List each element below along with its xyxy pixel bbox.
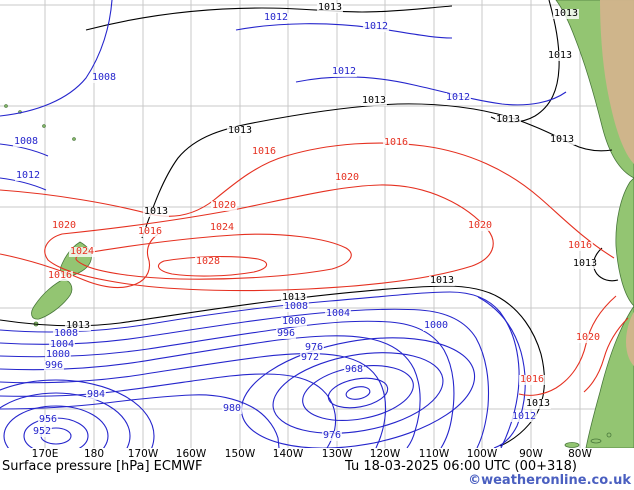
tierra-del-fuego-island bbox=[590, 438, 602, 444]
axis-tick-label: 130W bbox=[321, 448, 353, 460]
axis-tick-label: 180 bbox=[83, 448, 105, 460]
pacific-island bbox=[4, 104, 8, 108]
isobar-1020-loop bbox=[44, 184, 494, 292]
axis-tick-label: 110W bbox=[418, 448, 450, 460]
copyright-watermark: ©weatheronline.co.uk bbox=[468, 473, 631, 488]
patagonia bbox=[585, 305, 634, 448]
low-center-pacific bbox=[240, 337, 476, 448]
isobar-992-wave bbox=[0, 352, 387, 448]
axis-tick-label: 170W bbox=[127, 448, 159, 460]
tierra-del-fuego-island bbox=[564, 442, 580, 448]
isobar-1000-wave bbox=[0, 320, 455, 448]
longitude-axis: 170E 180 170W 160W 150W 140W 130W 120W 110W 100W 9… bbox=[0, 448, 634, 460]
south-america-coast-strip bbox=[615, 177, 634, 307]
isobar-996-wave bbox=[0, 335, 421, 448]
isobar-1016-west bbox=[0, 233, 159, 289]
map-canvas: 1013 1013 1013 1013 1013 1013 1013 1013 1013 1013… bbox=[0, 0, 634, 448]
isobar-1016-southeast bbox=[518, 295, 617, 396]
low-center-tasman bbox=[0, 379, 155, 448]
isobar-1020-southeast bbox=[583, 317, 629, 393]
axis-tick-label: 100W bbox=[466, 448, 498, 460]
isobar-1012-top-a bbox=[235, 23, 453, 39]
new-zealand-south-island bbox=[31, 278, 73, 320]
isobar-984-wave bbox=[0, 394, 280, 448]
isobar-1012-southeast bbox=[477, 296, 526, 448]
pressure-map bbox=[0, 0, 634, 448]
axis-tick-label: 150W bbox=[224, 448, 256, 460]
patagonia-andes bbox=[626, 312, 634, 366]
axis-tick-label: 90W bbox=[519, 448, 543, 460]
isobar-1013-right-edge bbox=[593, 247, 619, 282]
isobar-1008-wave bbox=[0, 291, 520, 448]
map-title: Surface pressure [hPa] ECMWF bbox=[2, 459, 203, 474]
pacific-island bbox=[72, 137, 76, 141]
map-datetime: Tu 18-03-2025 06:00 UTC (00+318) bbox=[345, 459, 577, 474]
isobar-1024-loop bbox=[75, 233, 352, 280]
isobar-1004-wave bbox=[0, 308, 489, 448]
isobar-988-wave bbox=[0, 373, 337, 448]
isobar-1013-top bbox=[85, 5, 453, 31]
land-masses bbox=[4, 0, 634, 448]
caption-bar: Surface pressure [hPa] ECMWF Tu 18-03-20… bbox=[0, 459, 634, 475]
isobar-1008-left bbox=[0, 143, 49, 157]
axis-tick-label: 160W bbox=[175, 448, 207, 460]
isobar-1028-loop bbox=[157, 255, 268, 277]
pacific-island bbox=[42, 124, 46, 128]
isobar-1008-topleft bbox=[0, 0, 113, 117]
isobar-1012-left bbox=[0, 177, 47, 191]
tierra-del-fuego-island bbox=[606, 432, 612, 438]
isobars-high-red bbox=[0, 142, 629, 396]
isobars-low-blue bbox=[0, 0, 567, 448]
axis-tick-label: 120W bbox=[369, 448, 401, 460]
isobar-1013-mid bbox=[141, 103, 613, 239]
andes-mountains bbox=[600, 0, 634, 164]
axis-tick-label: 80W bbox=[568, 448, 592, 460]
isobar-1016-north bbox=[0, 142, 615, 259]
axis-tick-label: 140W bbox=[272, 448, 304, 460]
isobar-1013-south bbox=[0, 285, 545, 447]
axis-tick-label: 170E bbox=[31, 448, 59, 460]
